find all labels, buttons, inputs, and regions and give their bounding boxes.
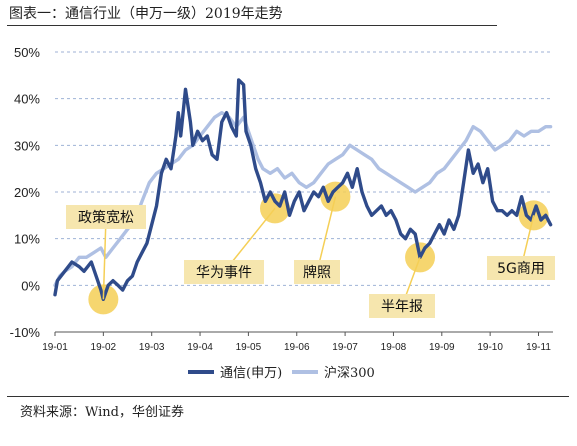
x-tick-label: 19-09	[429, 342, 455, 353]
annotation-box	[487, 256, 555, 280]
chart-title: 图表一：通信行业（申万一级）2019年走势	[9, 6, 283, 22]
y-tick-label: 50%	[14, 45, 40, 60]
x-tick-label: 19-05	[236, 342, 262, 353]
source-note: 资料来源：Wind，华创证券	[20, 405, 184, 420]
y-tick-label: 10%	[14, 232, 40, 247]
y-tick-label: 40%	[14, 92, 40, 107]
x-axis: 19-01 19-02 19-03 19-04 19-05 19-06 19-07 19-08…	[42, 331, 553, 353]
x-tick-label: 19-11	[526, 342, 551, 353]
y-axis-ticks: -10% 0% 10% 20% 30% 40% 50%	[10, 45, 41, 340]
leader-line	[316, 196, 337, 273]
annotation-label: 华为事件	[196, 265, 252, 281]
annotation-box	[184, 260, 264, 284]
annotation-box	[66, 205, 146, 229]
series-line-hs300	[53, 111, 553, 287]
x-tick-label: 19-10	[477, 342, 503, 353]
annotation-label: 牌照	[303, 264, 331, 281]
x-tick-label: 19-06	[284, 342, 310, 353]
y-tick-label: 0%	[21, 278, 40, 293]
leader-line	[102, 216, 107, 300]
series-line-telecom	[53, 78, 553, 301]
source-divider	[7, 396, 569, 397]
annotation-box	[369, 294, 435, 318]
y-tick-label: 30%	[14, 138, 40, 153]
title-divider	[7, 25, 497, 26]
y-tick-label: 20%	[14, 185, 40, 200]
x-tick-label: 19-07	[332, 342, 358, 353]
annotation-box	[294, 260, 340, 284]
x-tick-label: 19-04	[187, 342, 213, 353]
annotation-label: 政策宽松	[78, 209, 134, 226]
y-tick-label: -10%	[10, 325, 41, 340]
legend: 通信(申万) 沪深300	[188, 365, 375, 381]
legend-label: 通信(申万)	[220, 366, 282, 381]
x-tick-label: 19-08	[381, 342, 407, 353]
event-highlights	[88, 181, 549, 315]
annotation-label: 5G商用	[497, 261, 545, 277]
annotation-label: 半年报	[381, 299, 423, 315]
x-tick-label: 19-03	[139, 342, 165, 353]
legend-label: 沪深300	[324, 365, 375, 381]
grid-lines	[55, 51, 553, 333]
x-tick-label: 19-02	[91, 342, 117, 353]
x-tick-label: 19-01	[42, 342, 68, 353]
